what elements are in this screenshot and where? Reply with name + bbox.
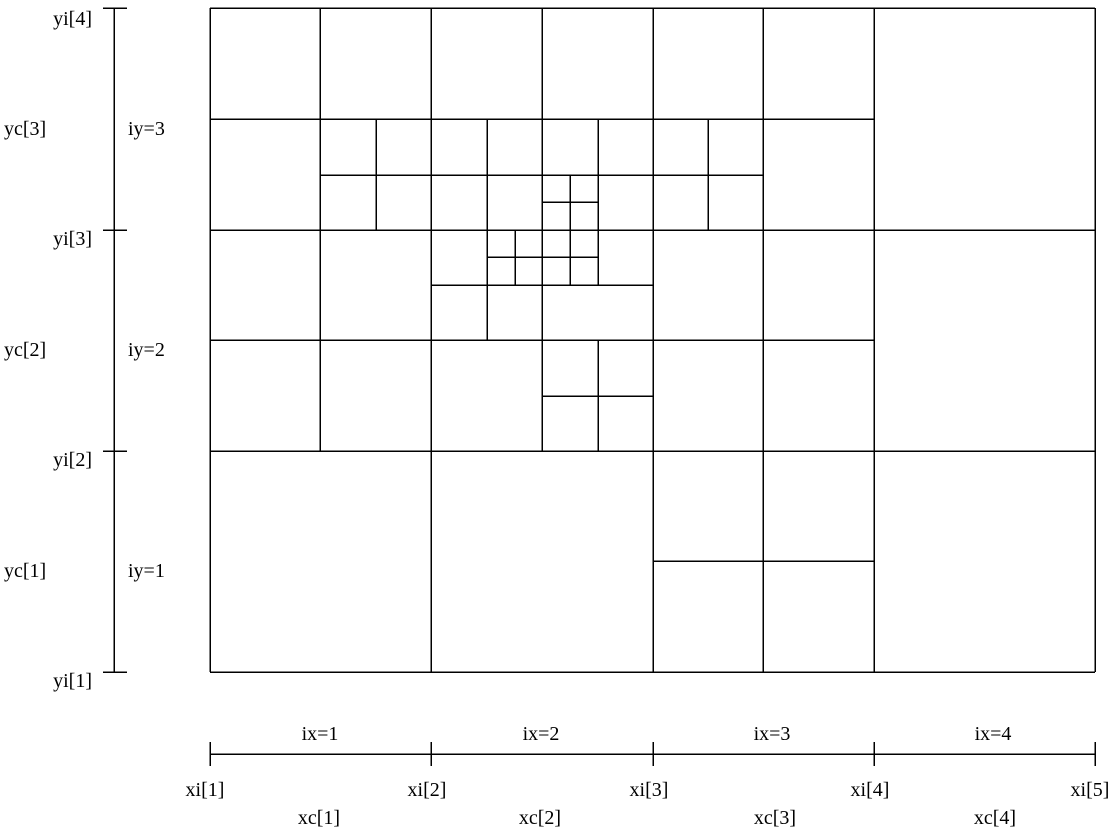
x-interface-label: xi[3] <box>630 779 669 801</box>
x-center-label: xc[2] <box>519 807 561 829</box>
y-interface-label: yi[2] <box>53 449 92 471</box>
y-center-label: yc[2] <box>4 339 46 361</box>
x-center-label: xc[3] <box>754 807 796 829</box>
x-index-label: ix=4 <box>975 723 1012 745</box>
y-index-label: iy=2 <box>128 339 165 361</box>
level-1-refinement <box>210 8 874 672</box>
y-interface-label: yi[3] <box>53 228 92 250</box>
y-index-label: iy=1 <box>128 560 165 582</box>
x-index-label: ix=2 <box>523 723 560 745</box>
x-interface-label: xi[2] <box>408 779 447 801</box>
x-axis: ix=1 ix=2 ix=3 ix=4 xi[1] xi[2] xi[3] xi… <box>186 723 1110 829</box>
x-index-label: ix=3 <box>754 723 791 745</box>
x-center-label: xc[4] <box>974 807 1016 829</box>
x-interface-label: xi[4] <box>851 779 890 801</box>
amr-grid <box>209 7 1096 673</box>
x-interface-label: xi[5] <box>1071 779 1110 801</box>
y-center-label: yc[3] <box>4 118 46 140</box>
x-interface-label: xi[1] <box>186 779 225 801</box>
y-interface-label: yi[1] <box>53 670 92 692</box>
x-center-label: xc[1] <box>298 807 340 829</box>
y-center-label: yc[1] <box>4 560 46 582</box>
x-index-label: ix=1 <box>302 723 339 745</box>
level-3-refinement <box>487 175 599 285</box>
y-axis: yi[4] yi[3] yi[2] yi[1] yc[3] yc[2] yc[1… <box>4 7 165 692</box>
y-interface-label: yi[4] <box>53 8 92 30</box>
y-index-label: iy=3 <box>128 118 165 140</box>
